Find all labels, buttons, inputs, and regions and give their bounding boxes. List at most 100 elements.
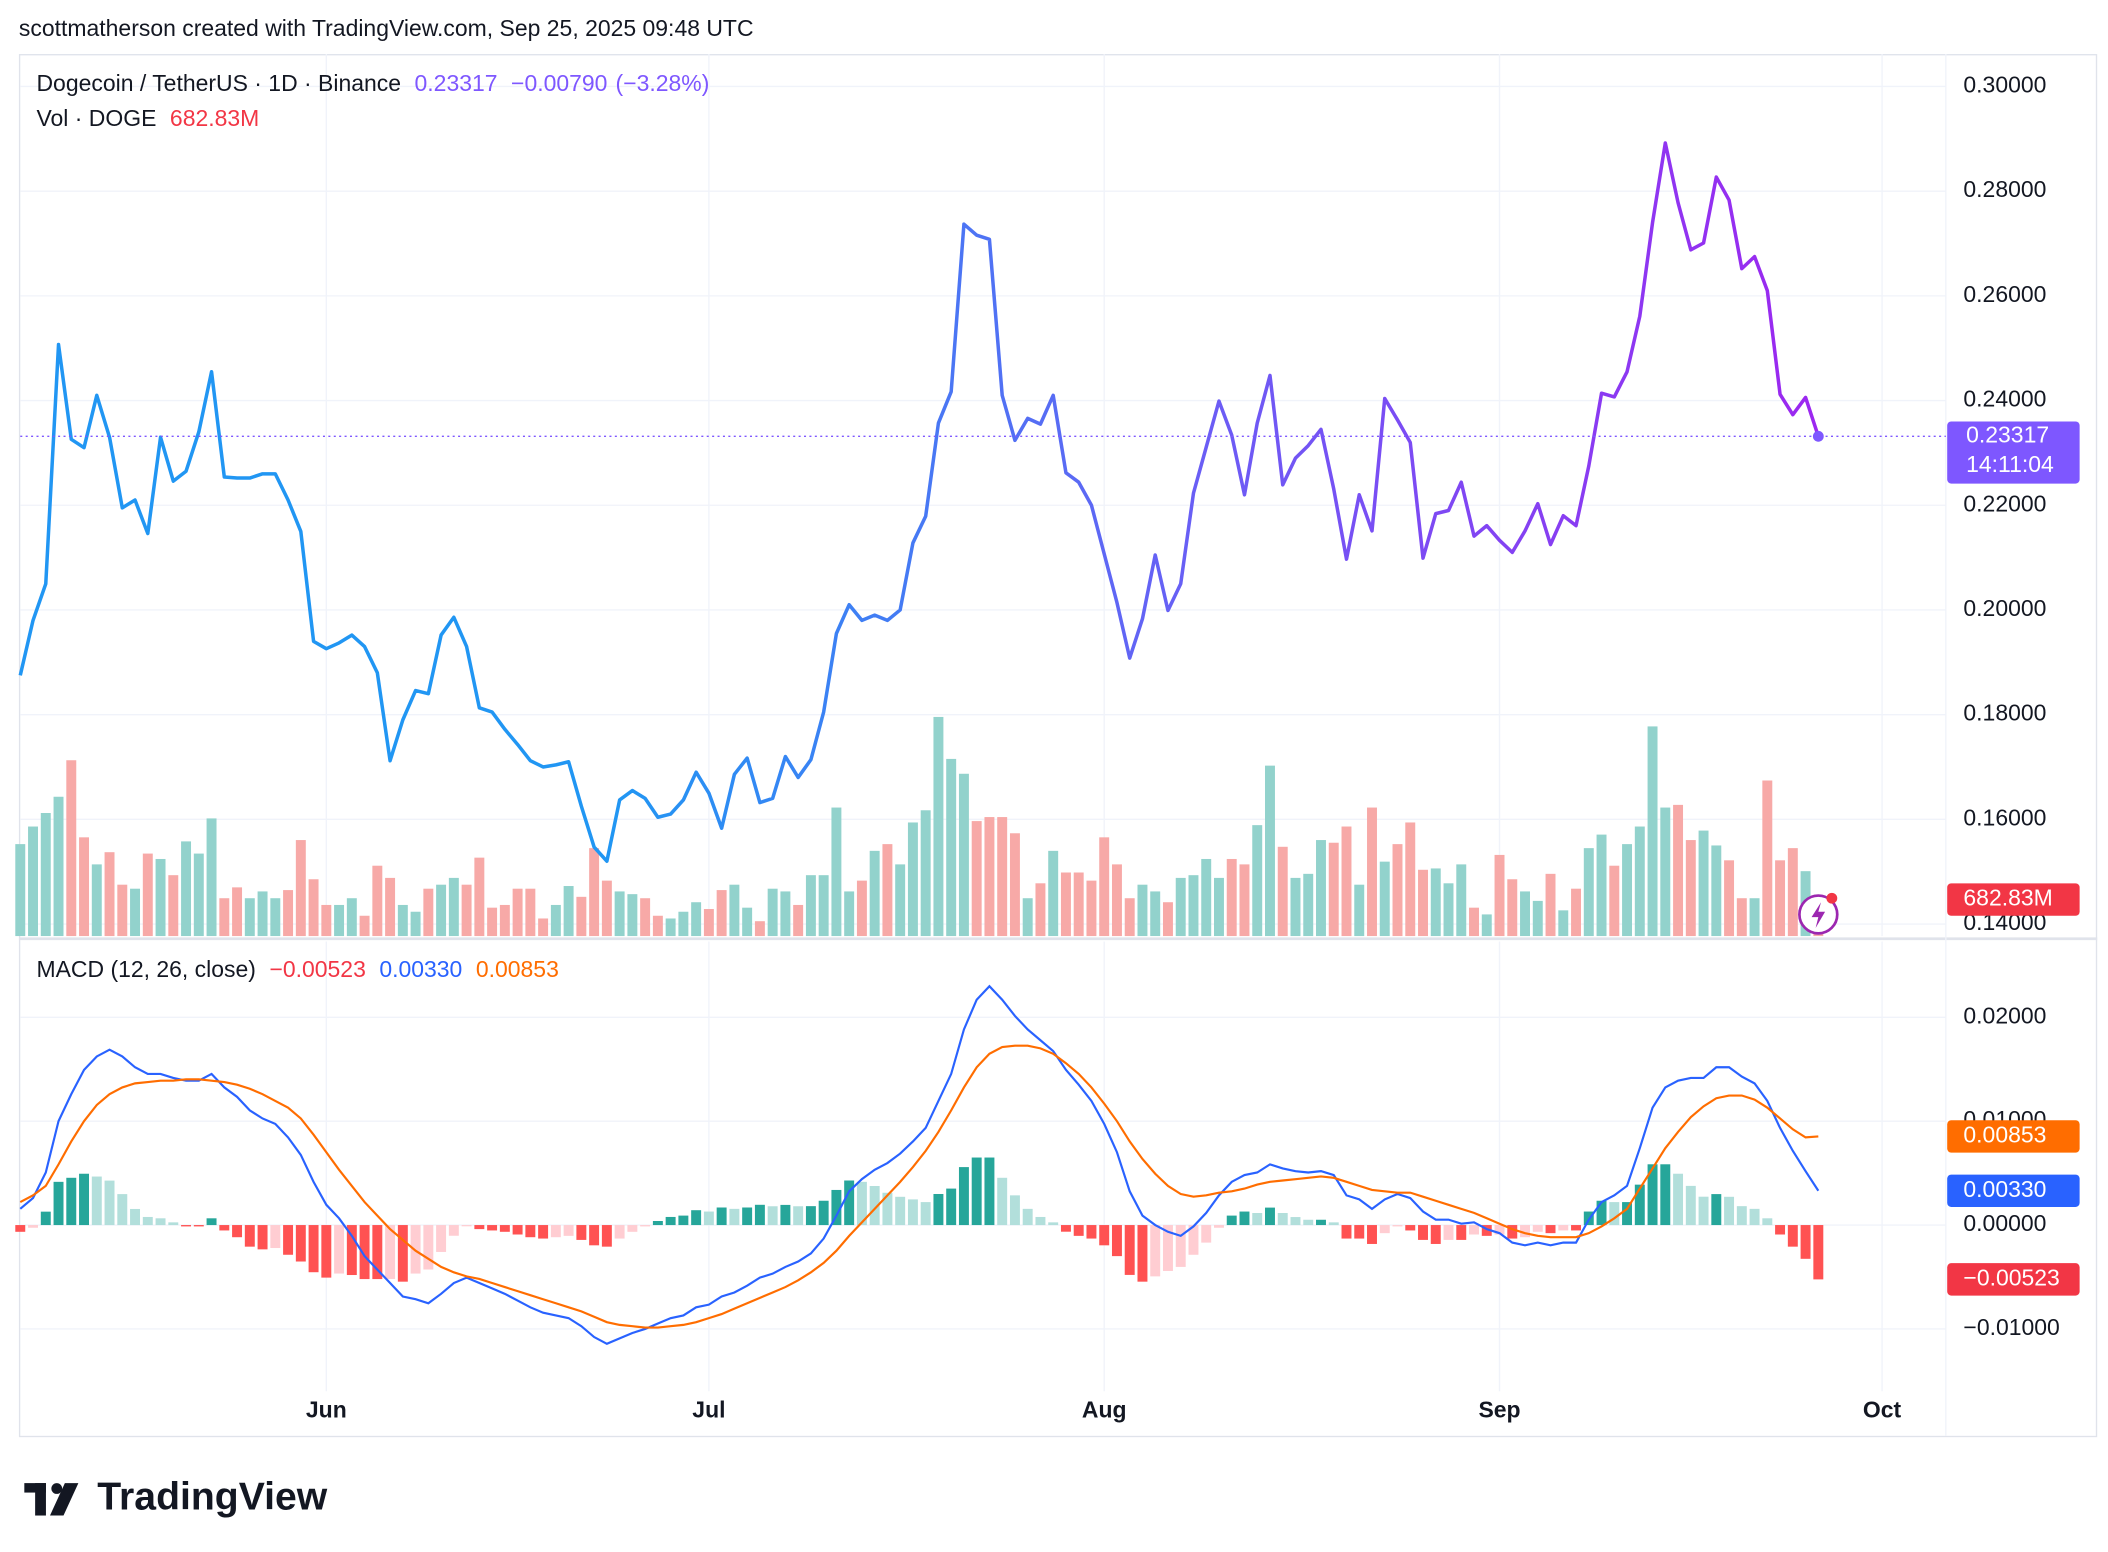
y-tick-label: 0.26000 xyxy=(1963,281,2046,307)
volume-bar xyxy=(1787,848,1798,937)
volume-bar xyxy=(1634,826,1645,937)
histogram-bar xyxy=(895,1196,906,1226)
y-tick-label: 0.28000 xyxy=(1963,176,2046,202)
histogram-bar xyxy=(1507,1225,1518,1239)
volume-bar xyxy=(1137,884,1148,937)
histogram-bar xyxy=(40,1211,51,1226)
histogram-bar xyxy=(385,1225,396,1279)
histogram-bar xyxy=(805,1206,816,1226)
volume-bar xyxy=(754,921,765,937)
histogram-bar xyxy=(1379,1225,1390,1234)
volume-bar xyxy=(1099,837,1110,937)
volume-bar xyxy=(270,898,281,937)
histogram-bar xyxy=(1086,1225,1097,1239)
histogram-bar xyxy=(283,1225,294,1255)
volume-bar xyxy=(538,918,549,937)
volume-bar xyxy=(1213,877,1224,937)
histogram-bar xyxy=(933,1193,944,1226)
histogram-bar xyxy=(1290,1217,1301,1226)
symbol-title: Dogecoin / TetherUS · 1D · Binance xyxy=(36,70,401,96)
histogram-bar xyxy=(15,1225,26,1232)
volume-bar xyxy=(1571,888,1582,937)
volume-bar xyxy=(895,864,906,937)
histogram-bar xyxy=(869,1185,880,1226)
histogram-bar xyxy=(627,1225,638,1232)
volume-bar xyxy=(1507,879,1518,937)
volume-bar xyxy=(308,879,319,937)
volume-bar xyxy=(691,902,702,937)
volume-bar xyxy=(1111,864,1122,937)
volume-bar xyxy=(321,904,332,937)
histogram-bar xyxy=(640,1225,651,1227)
histogram-bar xyxy=(117,1194,128,1226)
histogram-bar xyxy=(1494,1225,1505,1235)
price-change-percent: (−3.28%) xyxy=(616,70,710,96)
histogram-bar xyxy=(1813,1225,1824,1280)
histogram-bar xyxy=(1634,1184,1645,1226)
plot-layer: Jun Jul Aug Sep Oct0.140000.160000.180000.20… xyxy=(15,54,2080,1423)
volume-bar xyxy=(334,904,345,937)
histogram-bar xyxy=(958,1167,969,1226)
histogram-bar xyxy=(1073,1225,1084,1236)
macd-line xyxy=(19,984,1820,1345)
macd-legend: MACD (12, 26, close) −0.00523 0.00330 0.008… xyxy=(36,956,558,982)
volume-bar xyxy=(1596,834,1607,937)
volume-bar xyxy=(1698,830,1709,937)
volume-bar xyxy=(168,875,179,937)
histogram-bar xyxy=(1354,1225,1365,1239)
volume-bar xyxy=(1367,807,1377,937)
volume-bar xyxy=(1481,914,1492,937)
volume-title: Vol · DOGE xyxy=(36,105,156,131)
volume-bar xyxy=(933,716,944,937)
histogram-bar xyxy=(563,1225,574,1236)
histogram-bar xyxy=(1252,1213,1263,1226)
volume-bar xyxy=(601,880,612,937)
volume-bar xyxy=(474,857,485,937)
volume-bar xyxy=(997,817,1008,937)
histogram-bar xyxy=(754,1204,765,1226)
histogram-bar xyxy=(742,1207,753,1226)
x-tick-label: Jun xyxy=(306,1397,347,1423)
volume-bar xyxy=(1660,807,1671,937)
histogram-bar xyxy=(168,1222,179,1226)
volume-tag xyxy=(1947,883,2080,916)
histogram-bar xyxy=(1430,1225,1441,1244)
histogram-bar xyxy=(1660,1164,1671,1226)
volume-bar xyxy=(410,911,421,937)
volume-bar xyxy=(958,773,969,937)
histogram-bar xyxy=(1456,1225,1467,1240)
histogram-bar xyxy=(1800,1225,1811,1259)
histogram-bar xyxy=(181,1225,192,1227)
histogram-bar xyxy=(576,1225,587,1240)
volume-bar xyxy=(1239,864,1250,937)
volume-bar xyxy=(1316,840,1326,937)
histogram-bar xyxy=(91,1176,102,1226)
volume-bar xyxy=(1430,868,1441,937)
histogram-bar xyxy=(691,1210,702,1226)
histogram-bar xyxy=(346,1225,357,1276)
volume-bar xyxy=(576,896,587,937)
volume-bar xyxy=(1494,854,1505,937)
histogram-bar xyxy=(1213,1225,1224,1228)
macd-tag-label: 0.00330 xyxy=(1963,1176,2046,1202)
y-tick-label: 0.22000 xyxy=(1963,490,2046,516)
volume-bar xyxy=(1162,902,1173,937)
histogram-bar xyxy=(1111,1225,1122,1257)
histogram-bar xyxy=(155,1218,166,1226)
x-tick-label: Jul xyxy=(692,1397,725,1423)
volume-bar xyxy=(1647,726,1658,937)
volume-bar xyxy=(1009,833,1020,937)
histogram-bar xyxy=(1265,1207,1275,1226)
histogram-bar xyxy=(1775,1225,1786,1235)
volume-bar xyxy=(1150,891,1161,937)
chart-frame xyxy=(18,54,2098,1438)
histogram-bar xyxy=(1443,1225,1454,1240)
volume-bar xyxy=(1022,898,1033,937)
volume-bar xyxy=(499,904,510,937)
volume-bar xyxy=(283,890,294,937)
volume-bar xyxy=(193,853,204,937)
histogram-bar xyxy=(1201,1225,1212,1243)
histogram-bar xyxy=(499,1225,510,1232)
histogram-bar xyxy=(920,1202,931,1226)
